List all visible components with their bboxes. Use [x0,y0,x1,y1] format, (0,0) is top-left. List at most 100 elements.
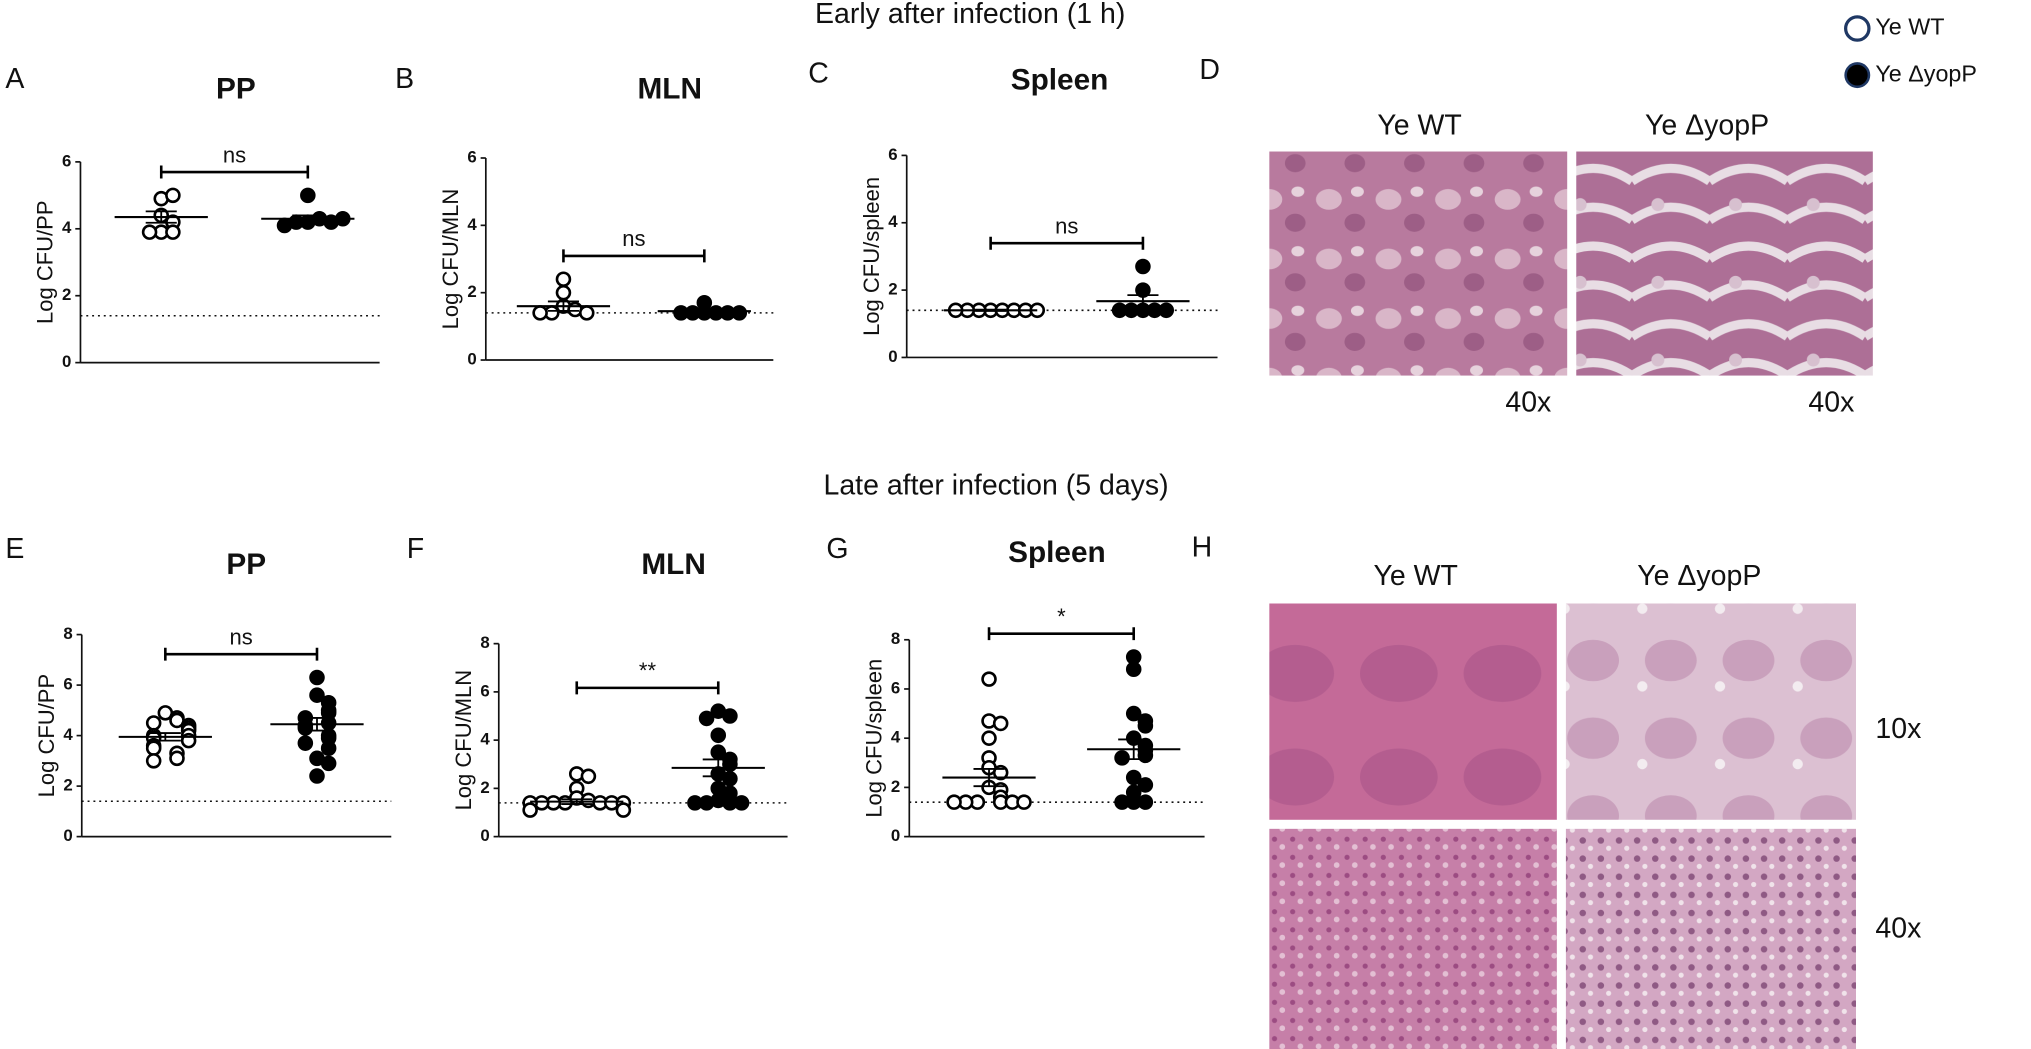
legend-marker [1844,15,1871,42]
data-point [297,735,314,751]
chart-title: MLN [637,73,701,106]
legend-label: Ye ΔyopP [1875,60,1977,86]
data-point [300,187,316,204]
histology-d: D Ye WT Ye ΔyopP 40x 40x [1199,54,1873,419]
histology-image [1269,151,1568,376]
y-tick-label: 6 [888,145,897,164]
significance-label: ns [223,142,246,167]
y-tick-label: 6 [62,151,71,170]
significance-bracket [562,249,706,263]
column-label: Ye WT [1377,109,1461,141]
significance-label: ns [230,624,253,649]
data-point [1158,302,1175,319]
y-tick-label: 4 [891,728,901,747]
magnification: 40x [1875,912,1921,944]
significance-label: * [1057,604,1066,629]
data-point [555,284,572,301]
data-point [1125,705,1142,722]
section-heading: Late after infection (5 days) [823,469,1168,501]
data-point [309,687,325,703]
error-bar [561,798,593,805]
data-point [522,802,538,818]
magnification: 40x [1808,387,1854,419]
legend-marker [1844,62,1871,89]
panel-letter: G [826,533,848,565]
significance-label: ns [1055,213,1078,238]
y-axis-label: Log CFU/spleen [859,177,884,336]
data-point [145,740,162,756]
y-tick-label: 6 [63,675,72,694]
significance-label: ns [622,226,645,251]
y-tick-label: 6 [467,147,476,166]
histology-h: H Ye WT Ye ΔyopP 10x 40x [1192,532,1921,1049]
data-point [698,710,715,727]
y-tick-label: 2 [480,778,489,797]
y-tick-label: 2 [62,285,71,304]
y-tick-label: 4 [62,218,72,237]
histology-image [1565,828,1856,1049]
magnification: 40x [1505,387,1551,419]
legend-label: Ye WT [1875,14,1944,40]
y-tick-label: 2 [63,776,72,795]
data-point [532,305,548,321]
y-tick-label: 0 [888,347,897,366]
error-bar [149,732,181,742]
column-label: Ye ΔyopP [1637,560,1761,592]
data-point [687,795,703,811]
y-tick-label: 6 [480,681,489,700]
data-point [145,753,162,769]
data-point [141,224,158,240]
y-tick-label: 8 [891,629,900,648]
data-point [1016,794,1032,810]
significance-bracket [164,647,319,661]
y-axis-label: Log CFU/MLN [451,670,476,811]
data-point [673,305,689,321]
y-tick-label: 4 [480,730,490,749]
histology-image [1269,603,1557,820]
data-point [276,217,293,234]
data-point [145,715,162,731]
histology-image [1565,603,1856,820]
data-point [555,271,572,287]
significance-label: ** [639,658,657,683]
data-point [1125,769,1142,786]
significance-bracket [989,236,1145,250]
data-point [1125,661,1142,678]
significance-bracket [575,681,720,695]
chart-panel: A PP Log CFU/PP 0 2 4 6 ns [5,63,380,371]
y-axis-label: Log CFU/spleen [861,659,886,818]
error-bar [688,308,720,314]
panel-letter: E [5,533,24,565]
y-tick-label: 0 [480,826,489,845]
chart-title: Spleen [1011,63,1109,96]
data-point [696,295,713,311]
chart-title: PP [216,73,256,106]
data-point [309,669,325,686]
y-tick-label: 0 [891,826,900,845]
error-bar [145,210,177,224]
data-point [722,708,738,724]
y-tick-label: 8 [480,633,489,652]
error-bar [975,308,1007,312]
data-point [1137,718,1154,734]
chart-panel: G Spleen Log CFU/spleen 0 2 4 6 8 * [826,533,1205,845]
magnification: 10x [1875,713,1921,745]
y-tick-label: 8 [63,624,72,643]
panel-letter: B [395,63,414,95]
error-bar [1118,738,1150,761]
data-point [981,730,997,746]
section-heading: Early after infection (1 h) [815,0,1125,30]
y-axis-label: Log CFU/PP [34,674,59,798]
data-point [580,768,597,785]
column-label: Ye ΔyopP [1645,109,1769,141]
error-bar [702,758,734,778]
data-point [946,794,962,810]
significance-bracket [987,627,1136,641]
histology-image [1269,828,1557,1049]
chart-panel: E PP Log CFU/PP 0 2 4 6 8 ns [5,533,392,845]
y-tick-label: 4 [888,212,898,231]
y-tick-label: 0 [63,826,72,845]
data-point [165,187,181,204]
data-point [731,305,748,321]
